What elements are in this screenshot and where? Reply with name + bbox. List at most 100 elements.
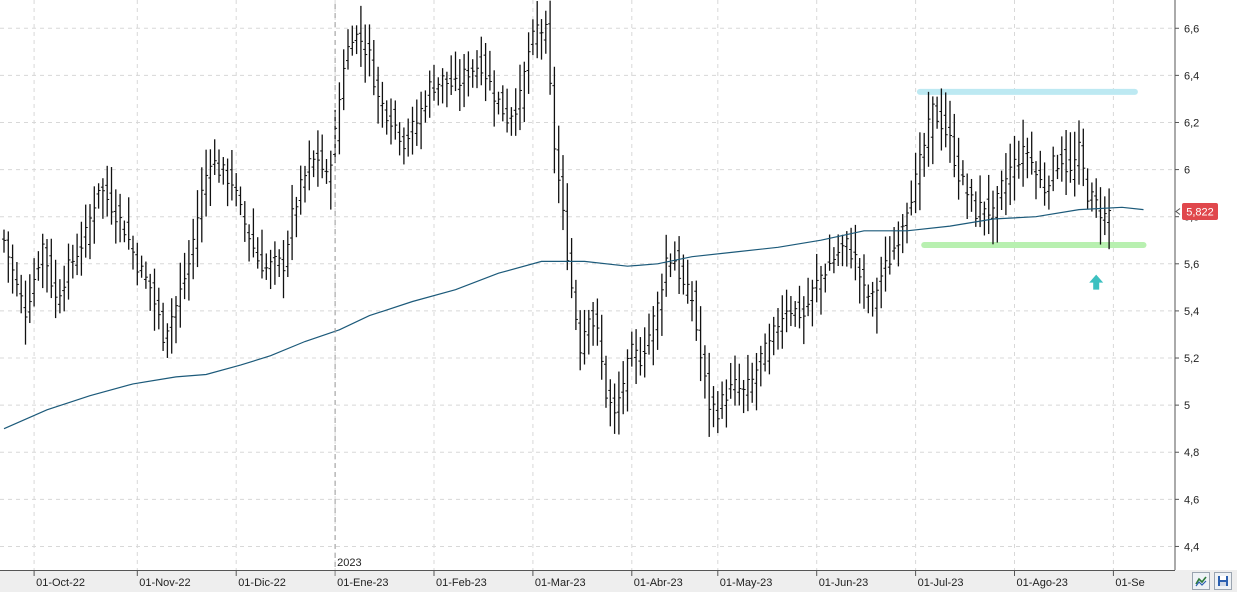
ohlc-bar xyxy=(1016,140,1021,179)
ohlc-bar xyxy=(92,186,97,244)
ohlc-bar xyxy=(2,229,6,253)
ohlc-bar xyxy=(616,371,621,435)
ohlc-bar xyxy=(806,277,811,317)
ohlc-bar xyxy=(1012,135,1017,201)
ohlc-bar xyxy=(281,240,286,299)
ohlc-bar xyxy=(62,265,67,312)
ohlc-bar xyxy=(389,98,393,145)
ohlc-bar xyxy=(113,189,118,244)
ohlc-bar xyxy=(75,233,80,276)
ohlc-bar xyxy=(578,310,583,371)
ohlc-bar xyxy=(367,24,372,77)
ohlc-bar xyxy=(685,259,690,304)
ohlc-bar xyxy=(45,239,49,293)
ohlc-bar xyxy=(780,295,785,349)
x-tick-label: 01-Jun-23 xyxy=(819,577,869,589)
ohlc-bar xyxy=(462,54,467,108)
ohlc-bar xyxy=(913,152,918,214)
ohlc-bar xyxy=(350,25,355,56)
last-price-label: 5,822 xyxy=(1186,207,1214,219)
ohlc-bar xyxy=(406,118,411,157)
ohlc-bar xyxy=(909,180,914,216)
ohlc-bar xyxy=(178,262,183,328)
ohlc-bar xyxy=(823,263,828,293)
ohlc-bar xyxy=(371,39,376,96)
ohlc-bar xyxy=(866,284,871,314)
save-button[interactable] xyxy=(1214,572,1232,590)
ohlc-bar xyxy=(917,132,922,211)
ohlc-bar xyxy=(1051,146,1056,192)
x-tick-label: 01-Jul-23 xyxy=(918,577,964,589)
ohlc-bar xyxy=(83,204,88,258)
ohlc-bar xyxy=(324,159,329,184)
ohlc-bar xyxy=(870,281,875,317)
ohlc-bar xyxy=(569,238,574,299)
ohlc-bar xyxy=(118,193,123,243)
ohlc-bar xyxy=(677,236,682,294)
ohlc-bar xyxy=(608,379,613,427)
ohlc-bar xyxy=(475,50,479,89)
ohlc-bar xyxy=(221,157,226,185)
ohlc-bar xyxy=(728,362,733,399)
ohlc-bar xyxy=(711,386,716,428)
ohlc-bar xyxy=(100,178,105,219)
ohlc-bar xyxy=(969,178,974,212)
ohlc-bar xyxy=(604,355,608,408)
ohlc-bar xyxy=(57,279,62,314)
ohlc-bar xyxy=(191,218,196,280)
ohlc-bar xyxy=(96,183,101,209)
ohlc-bar xyxy=(27,274,32,324)
ohlc-bar xyxy=(586,309,591,355)
ohlc-bar xyxy=(234,173,239,207)
ohlc-bar xyxy=(999,170,1004,211)
ohlc-bar xyxy=(315,130,320,187)
ohlc-bar xyxy=(143,261,148,289)
ohlc-bar xyxy=(930,96,935,165)
x-tick-label: 01-Se xyxy=(1115,577,1144,589)
ohlc-bar xyxy=(849,227,854,269)
y-tick-label: 6,4 xyxy=(1184,70,1199,82)
ohlc-bar xyxy=(341,49,346,111)
ohlc-bar xyxy=(333,109,338,163)
ohlc-bar xyxy=(668,253,673,278)
ohlc-bar xyxy=(32,258,37,307)
ohlc-bar xyxy=(328,150,333,210)
ohlc-bar xyxy=(1107,188,1112,250)
ohlc-bars xyxy=(2,0,1112,437)
ohlc-bar xyxy=(625,349,630,412)
ohlc-bar xyxy=(655,291,660,350)
ohlc-bar xyxy=(801,296,806,345)
ohlc-bar xyxy=(1072,131,1077,197)
ohlc-bar xyxy=(105,165,110,217)
ohlc-bar xyxy=(698,306,703,382)
ohlc-bar xyxy=(991,190,995,245)
ohlc-bar xyxy=(204,149,209,217)
ohlc-bar xyxy=(548,0,553,95)
ohlc-bar xyxy=(874,277,879,334)
y-tick-label: 4,4 xyxy=(1184,541,1199,553)
ohlc-bar xyxy=(479,36,484,86)
ohlc-bar xyxy=(242,201,247,242)
ohlc-bar xyxy=(664,234,669,297)
ohlc-bar xyxy=(49,238,54,299)
chart-mode-button[interactable] xyxy=(1192,572,1210,590)
ohlc-bar xyxy=(1025,137,1030,179)
ohlc-bar xyxy=(737,363,742,406)
x-tick-label: 01-Oct-22 xyxy=(36,577,85,589)
ohlc-bar xyxy=(591,301,596,346)
ohlc-bar xyxy=(526,32,531,94)
save-icon xyxy=(1218,576,1228,586)
x-axis-band xyxy=(0,570,1237,592)
ohlc-bar xyxy=(754,352,759,411)
ohlc-bar xyxy=(139,255,144,278)
ohlc-bar xyxy=(217,149,221,183)
ohlc-bar xyxy=(651,306,656,366)
ohlc-bar xyxy=(939,88,944,151)
ohlc-bar xyxy=(70,244,75,279)
ohlc-bar xyxy=(457,59,462,112)
ohlc-bar xyxy=(427,70,432,118)
ohlc-bar xyxy=(440,68,445,104)
ohlc-bar xyxy=(126,197,131,250)
ohlc-bar xyxy=(935,96,940,129)
ohlc-bar xyxy=(788,296,793,327)
